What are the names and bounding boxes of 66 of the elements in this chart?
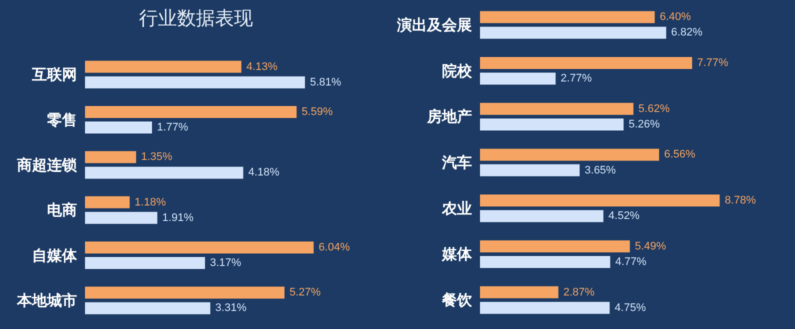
data-label: 6.82% <box>671 26 703 39</box>
bar <box>480 240 630 252</box>
data-label: 5.49% <box>634 240 666 252</box>
bar <box>480 118 624 130</box>
data-label: 5.59% <box>302 106 334 118</box>
y-tick-label: 商超连锁 <box>16 156 77 174</box>
data-label: 1.77% <box>157 122 188 134</box>
data-label: 1.18% <box>134 196 166 208</box>
data-label: 2.87% <box>563 286 595 298</box>
data-label: 5.62% <box>638 102 670 115</box>
bar <box>85 60 242 73</box>
bar <box>480 56 692 69</box>
bar <box>480 194 720 207</box>
bar <box>480 148 660 161</box>
bar <box>480 26 666 39</box>
bar <box>85 151 136 164</box>
y-tick-label: 媒体 <box>441 245 473 264</box>
data-label: 5.26% <box>628 118 660 130</box>
y-tick-label: 互联网 <box>31 66 77 84</box>
bar <box>85 106 297 118</box>
data-label: 4.75% <box>614 302 646 314</box>
data-label: 3.65% <box>584 164 616 176</box>
data-label: 7.77% <box>697 56 729 69</box>
bar <box>85 196 130 208</box>
y-tick-label: 农业 <box>441 199 472 218</box>
bar <box>85 122 152 134</box>
data-label: 5.81% <box>310 76 342 88</box>
data-label: 3.31% <box>215 302 247 314</box>
data-label: 5.27% <box>290 286 321 299</box>
bar <box>480 11 655 24</box>
y-tick-label: 零售 <box>47 110 77 129</box>
y-tick-label: 自媒体 <box>32 246 78 264</box>
bar <box>480 256 610 268</box>
bar <box>480 164 580 176</box>
bar <box>85 241 314 254</box>
data-label: 6.56% <box>664 148 696 161</box>
data-label: 4.13% <box>246 60 278 73</box>
data-label: 4.77% <box>615 256 647 268</box>
bar <box>85 286 285 299</box>
data-label: 6.40% <box>660 11 692 24</box>
bar <box>480 102 634 115</box>
y-tick-label: 本地城市 <box>16 291 77 310</box>
data-label: 2.77% <box>560 72 592 85</box>
chart-title: 行业数据表现 <box>139 8 253 30</box>
y-tick-label: 汽车 <box>441 154 472 172</box>
bar <box>85 166 244 179</box>
bar <box>480 286 558 298</box>
bar <box>480 72 556 85</box>
bar <box>85 302 210 314</box>
data-label: 4.18% <box>248 166 280 179</box>
y-tick-label: 院校 <box>442 62 473 80</box>
data-label: 1.35% <box>141 151 173 164</box>
data-label: 4.52% <box>608 210 640 222</box>
y-tick-label: 演出及会展 <box>396 16 472 34</box>
y-tick-label: 房地产 <box>426 108 472 126</box>
data-label: 3.17% <box>210 257 242 270</box>
bar <box>85 76 305 88</box>
bar <box>85 257 206 270</box>
bar <box>85 212 158 224</box>
bar <box>480 302 610 314</box>
y-tick-label: 餐饮 <box>441 291 473 310</box>
y-tick-label: 电商 <box>47 201 77 220</box>
data-label: 1.91% <box>162 212 194 224</box>
data-label: 6.04% <box>318 241 350 254</box>
bar <box>480 210 604 222</box>
data-label: 8.78% <box>724 194 756 207</box>
